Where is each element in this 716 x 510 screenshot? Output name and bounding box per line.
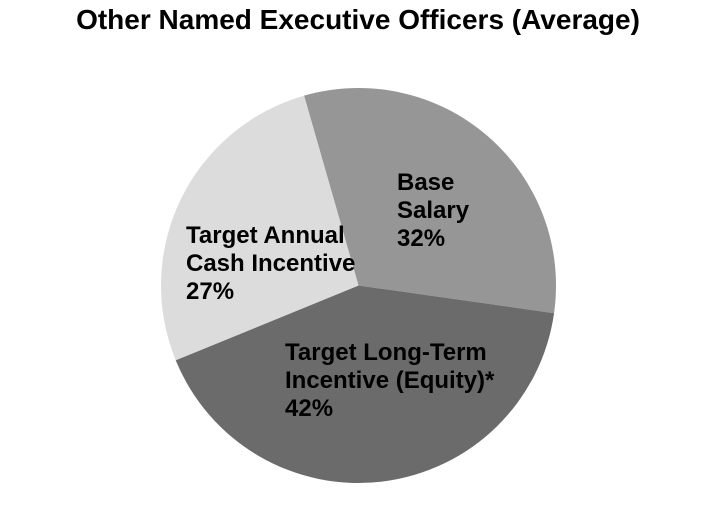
label-pct: 27% [186,278,235,305]
pie-slice-target-annual-cash-incentive [161,95,359,361]
label-pct: 32% [397,225,446,252]
label-line: Target Long-Term [285,339,487,366]
label-line: Incentive (Equity)* [285,367,495,394]
label-line: Base [397,169,455,196]
pie-slice-base-salary [304,87,557,314]
label-line: Cash Incentive [186,250,356,277]
label-line: Target Annual [186,222,345,249]
label-line: Salary [397,197,470,224]
slice-label-base-salary: Base Salary 32% [397,169,469,253]
pie-slice-target-long-term-incentive-equity [175,285,555,483]
chart-title: Other Named Executive Officers (Average) [76,4,640,35]
slice-label-target-annual-cash-incentive: Target Annual Cash Incentive 27% [186,222,355,306]
slice-label-target-long-term-incentive: Target Long-Term Incentive (Equity)* 42% [285,339,494,423]
label-pct: 42% [285,395,334,422]
